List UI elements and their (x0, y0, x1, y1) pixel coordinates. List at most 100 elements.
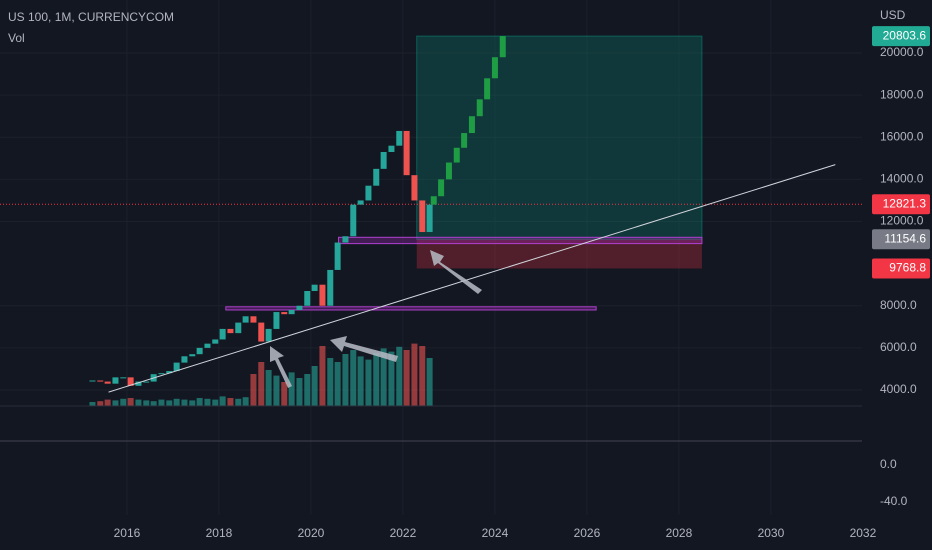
volume-label: Vol (8, 31, 25, 45)
volume-bar (173, 398, 180, 406)
volume-bar (288, 372, 295, 406)
volume-bar (327, 358, 334, 406)
candle (461, 133, 468, 148)
volume-bar (373, 353, 380, 406)
candle (212, 339, 219, 344)
volume-bar (426, 358, 433, 406)
candle (388, 145, 395, 152)
candle (430, 196, 437, 205)
volume-bar (396, 346, 403, 406)
candle (235, 322, 242, 334)
candle (350, 204, 357, 237)
volume-bar (419, 346, 426, 406)
support-zone (338, 236, 703, 245)
volume-bar (250, 374, 257, 406)
candle (89, 380, 96, 382)
x-tick-label: 2026 (574, 526, 601, 540)
candle (491, 57, 498, 79)
volume-bar (227, 398, 234, 406)
volume-bar (89, 402, 96, 406)
x-tick-label: 2022 (390, 526, 417, 540)
candle (258, 322, 265, 342)
volume-bar (388, 351, 395, 406)
candle (403, 130, 410, 176)
x-tick-label: 2020 (298, 526, 325, 540)
volume-bar (150, 401, 157, 406)
price-tag-label: 9768.8 (889, 261, 926, 275)
candle (204, 343, 211, 348)
candle (104, 381, 111, 384)
volume-bar (158, 399, 165, 406)
candle (227, 328, 234, 334)
candle (445, 162, 452, 180)
volume-bar (258, 362, 265, 406)
candle (334, 242, 341, 270)
y-tick-label: 18000.0 (880, 87, 924, 101)
price-tag (872, 194, 930, 215)
candle (143, 381, 150, 383)
y-tick-label: 8000.0 (880, 298, 917, 312)
candle (112, 377, 119, 384)
candle (189, 354, 196, 357)
candle (120, 377, 127, 379)
candle (380, 151, 387, 169)
candle (426, 204, 433, 233)
price-tag-label: 12821.3 (883, 196, 927, 210)
candle (357, 200, 364, 205)
candle (411, 175, 418, 201)
candle (476, 99, 483, 117)
candle (97, 380, 104, 382)
candle (438, 179, 445, 197)
volume-bar (342, 354, 349, 406)
candle (219, 328, 226, 340)
candle (365, 185, 372, 201)
candle (296, 305, 303, 310)
y-tick-label: 4000.0 (880, 382, 917, 396)
price-tag (872, 229, 930, 250)
volume-bar (235, 398, 242, 406)
price-tag (872, 26, 930, 47)
volume-bar (311, 366, 318, 406)
volume-bar (365, 359, 372, 406)
x-tick-label: 2032 (850, 526, 877, 540)
y-tick-label: 6000.0 (880, 340, 917, 354)
volume-bar (104, 399, 111, 406)
candle (135, 381, 142, 386)
candle (304, 291, 311, 306)
volume-bar (219, 396, 226, 406)
volume-bar (166, 400, 173, 406)
x-tick-label: 2028 (666, 526, 693, 540)
volume-bar (357, 356, 364, 406)
candle (181, 356, 188, 363)
volume-bar (403, 350, 410, 406)
y-tick-label: 16000.0 (880, 129, 924, 143)
osc-tick-label: -40.0 (880, 494, 908, 508)
candle (499, 36, 506, 58)
volume-bar (380, 348, 387, 406)
target-zone (416, 35, 703, 240)
candle (396, 130, 403, 146)
candle (319, 284, 326, 306)
candle (173, 362, 180, 372)
osc-tick-label: 0.0 (880, 457, 897, 471)
y-tick-label: 12000.0 (880, 214, 924, 228)
trend-line (108, 164, 836, 393)
volume-bar (196, 398, 203, 406)
candle (468, 116, 475, 134)
candle (127, 377, 134, 386)
volume-bar (304, 374, 311, 406)
candle (242, 316, 249, 323)
stop-zone (416, 239, 702, 269)
volume-bar (120, 398, 127, 406)
y-tick-label: 14000.0 (880, 172, 924, 186)
candle (327, 269, 334, 306)
time-axis-panel (0, 515, 862, 550)
volume-bar (189, 400, 196, 406)
currency: USD (880, 8, 906, 22)
candle (311, 284, 318, 292)
price-tag-label: 11154.6 (884, 231, 926, 245)
volume-bar (242, 397, 249, 406)
volume-bar (143, 400, 150, 406)
volume-bar (273, 375, 280, 406)
